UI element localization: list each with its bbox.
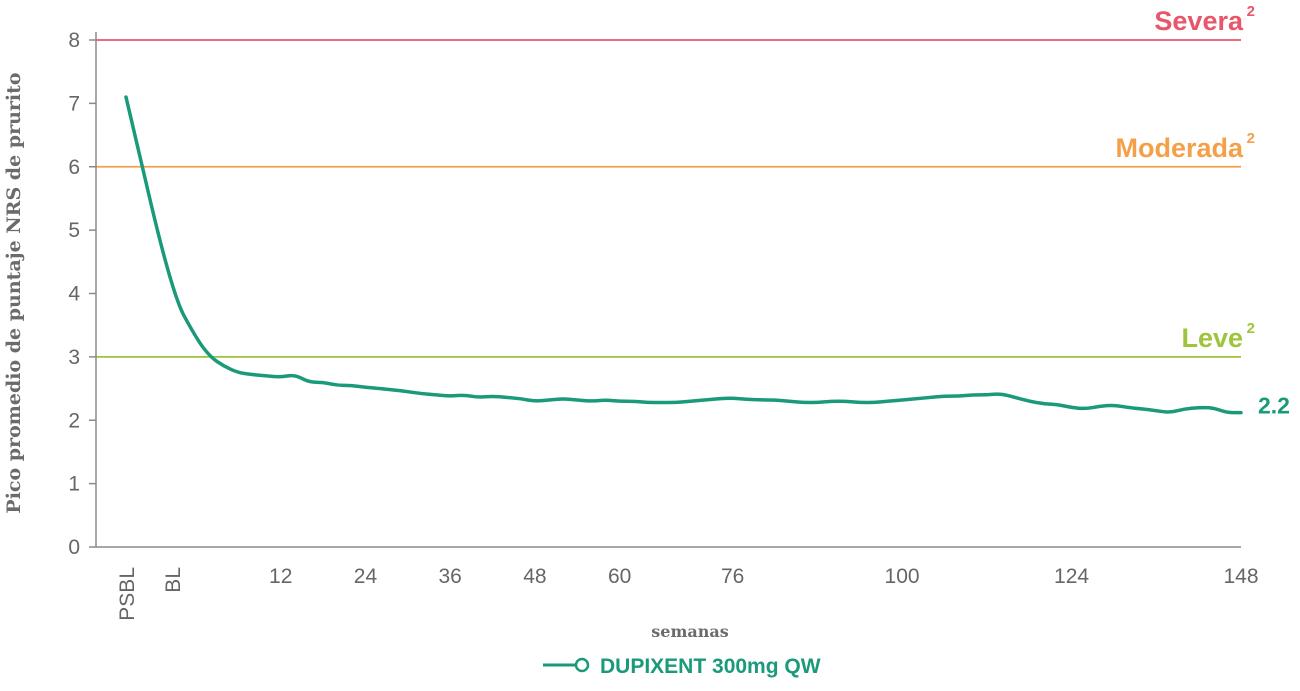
y-axis-label: Pico promedio de puntaje NRS de prurito [3, 72, 25, 513]
x-tick-label-60: 60 [608, 565, 631, 588]
x-tick-label-124: 124 [1054, 565, 1089, 588]
series-line-dupixent [124, 95, 1243, 415]
legend-circle-marker [574, 657, 590, 673]
y-tick-label-0: 0 [68, 536, 80, 559]
series-end-value-label: 2.2 [1258, 393, 1290, 419]
series-layer [124, 95, 1243, 415]
x-tick-label-36: 36 [439, 565, 462, 588]
grid-layer [96, 39, 1241, 358]
x-tick-label-100: 100 [885, 565, 920, 588]
reference-label-leve: Leve [1181, 323, 1243, 353]
y-tick-label-8: 8 [68, 29, 80, 52]
x-tick-label-24: 24 [354, 565, 378, 588]
x-tick-label-12: 12 [269, 565, 292, 588]
legend-series-name: DUPIXENT 300mg QW [600, 655, 821, 678]
reference-label-severa: Severa [1154, 6, 1244, 36]
x-axis-label: semanas [651, 622, 729, 641]
y-tick-label-3: 3 [68, 346, 80, 369]
legend: DUPIXENT 300mg QW [543, 655, 821, 678]
reference-label-moderada: Moderada [1115, 133, 1244, 163]
y-tick-label-7: 7 [68, 92, 80, 115]
x-tick-label-48: 48 [523, 565, 546, 588]
reference-superscript-severa: 2 [1247, 3, 1255, 20]
y-tick-label-2: 2 [68, 409, 80, 432]
x-category-label-psbl: PSBL [116, 567, 139, 621]
x-tick-label-148: 148 [1223, 565, 1258, 588]
y-tick-label-1: 1 [68, 473, 80, 496]
y-tick-label-4: 4 [68, 283, 80, 306]
reference-superscript-leve: 2 [1247, 320, 1255, 337]
reference-superscript-moderada: 2 [1247, 130, 1255, 147]
y-tick-label-5: 5 [68, 219, 80, 242]
x-tick-label-76: 76 [721, 565, 744, 588]
y-tick-label-6: 6 [68, 156, 80, 179]
x-category-label-bl: BL [162, 567, 185, 593]
